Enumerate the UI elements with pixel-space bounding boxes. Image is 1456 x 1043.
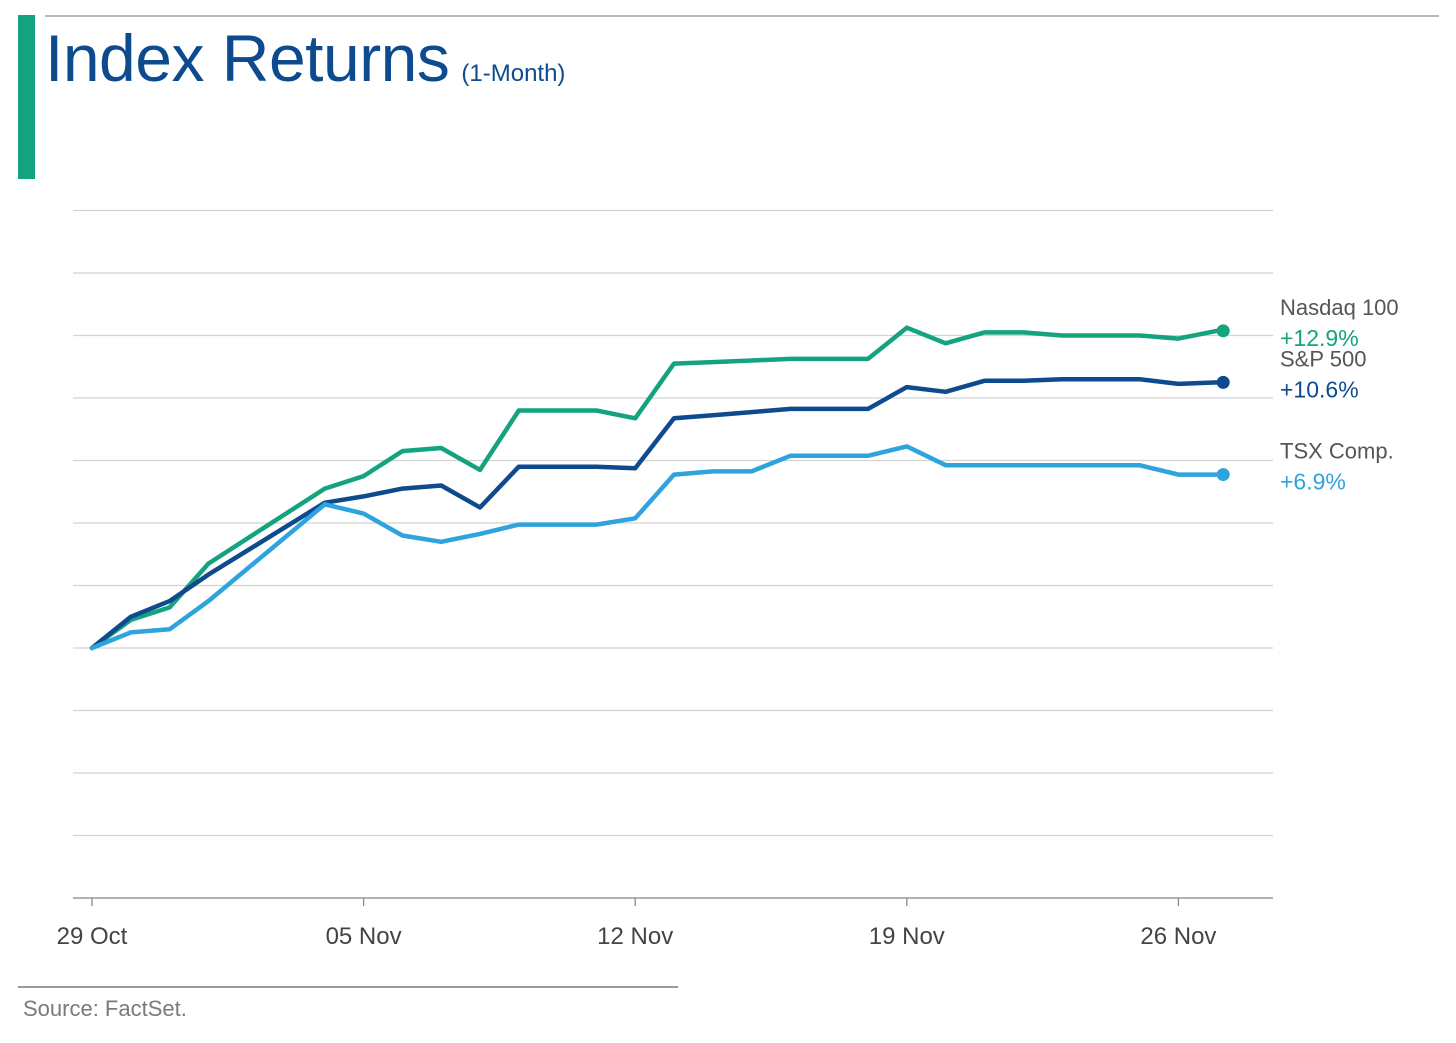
x-tick-label: 19 Nov: [869, 923, 945, 950]
series-line: [89, 444, 1220, 651]
series-return-label: +12.9%: [1280, 325, 1359, 351]
series-return-label: +10.6%: [1280, 376, 1359, 402]
series-end-marker: [1216, 468, 1230, 482]
series-line: [89, 325, 1220, 651]
series-line: [89, 376, 1220, 651]
chart-title-main: Index Returns: [45, 21, 450, 95]
series-end-marker: [1216, 324, 1230, 338]
series-label: TSX Comp.: [1280, 439, 1394, 464]
source-rule: [18, 986, 678, 988]
series-end-marker: [1216, 375, 1230, 389]
source-note: Source: FactSet.: [23, 996, 187, 1021]
series-label: S&P 500: [1280, 346, 1366, 371]
chart-subtitle: (1-Month): [461, 60, 566, 87]
x-tick-label: 05 Nov: [326, 923, 402, 950]
series-return-label: +6.9%: [1280, 469, 1346, 495]
top-rule: [45, 15, 1439, 17]
title-accent-bar: [18, 15, 35, 179]
chart-title: Index Returns (1-Month): [45, 20, 565, 96]
series-label: Nasdaq 100: [1280, 295, 1399, 320]
x-tick-label: 26 Nov: [1140, 923, 1216, 950]
x-tick-label: 12 Nov: [597, 923, 673, 950]
x-tick-label: 29 Oct: [57, 923, 128, 950]
